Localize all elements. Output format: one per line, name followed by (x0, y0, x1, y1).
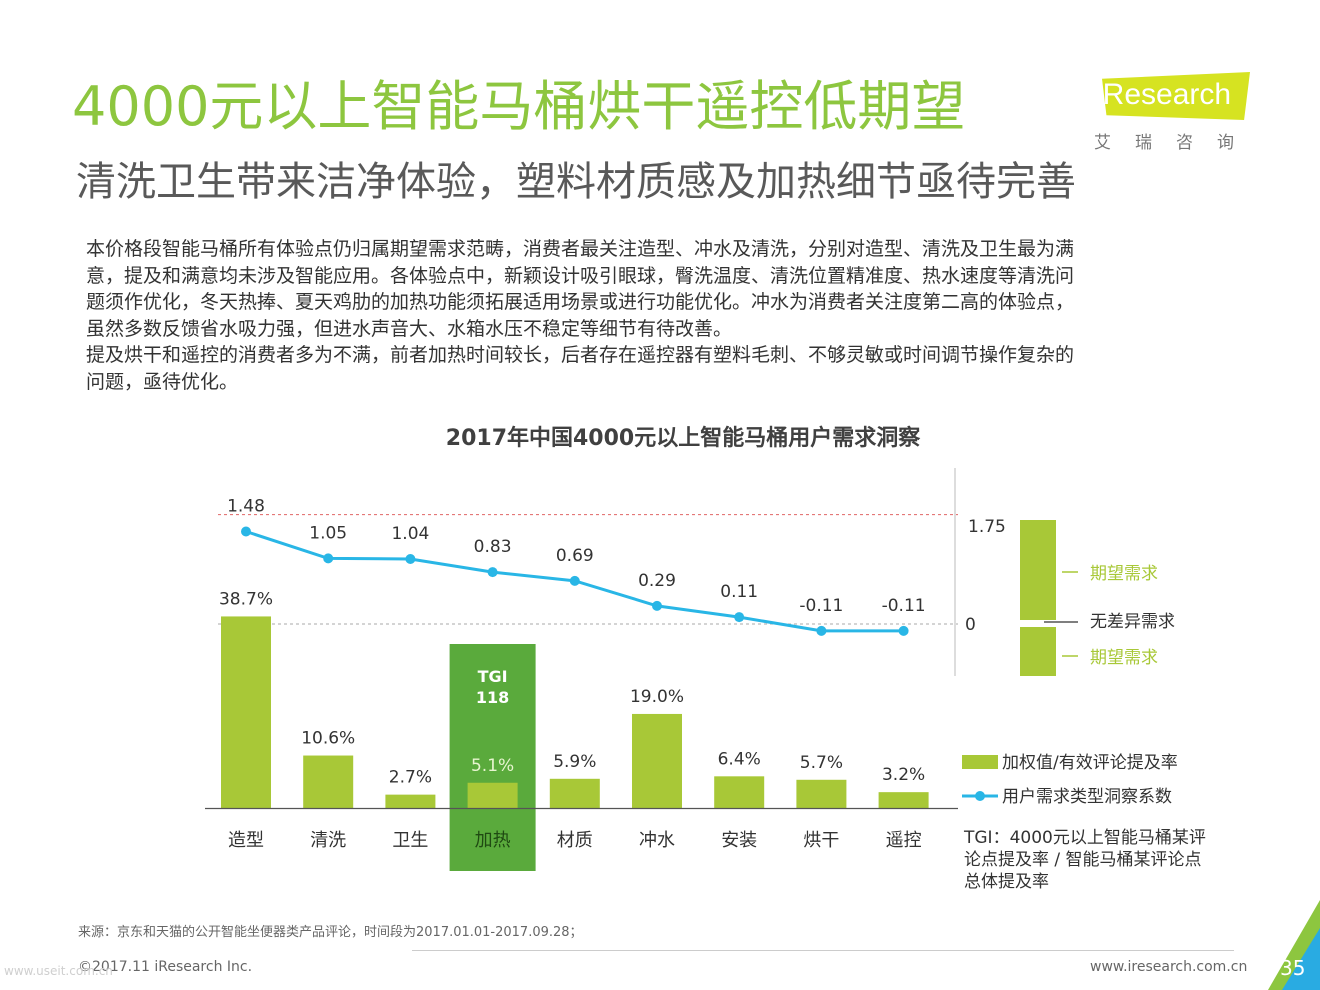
scale-upper-bar (1020, 520, 1056, 620)
coefficient-label: 1.48 (227, 497, 265, 517)
coefficient-point (816, 625, 827, 636)
source-note: 来源：京东和天猫的公开智能坐便器类产品评论，时间段为2017.01.01-201… (78, 925, 583, 940)
coefficient-label: -0.11 (799, 596, 843, 616)
logo-band-shape (1102, 72, 1250, 120)
coefficient-point (405, 554, 416, 564)
page-number: 35 (1280, 956, 1306, 980)
watermark: www.useit.com.cn (4, 964, 113, 978)
bar-4 (549, 778, 600, 808)
category-label: 安装 (721, 830, 757, 851)
category-label: 遥控 (886, 830, 922, 851)
legend-line-marker (975, 791, 985, 801)
bar-value-label: 5.1% (471, 756, 514, 776)
coefficient-label: 0.11 (720, 582, 758, 602)
coefficient-label: 0.69 (556, 546, 594, 566)
page-title: 4000元以上智能马桶烘干遥控低期望 (72, 75, 966, 138)
category-label: 冲水 (639, 830, 675, 851)
legend-bar-label: 加权值/有效评论提及率 (1002, 753, 1178, 773)
coefficient-label: 0.29 (638, 571, 676, 591)
coefficient-label: 0.83 (474, 537, 512, 557)
coefficient-point (734, 612, 745, 623)
logo-cn: 艾瑞咨询 (1094, 133, 1258, 153)
coefficient-point (652, 600, 662, 611)
scale-middle-label: 无差异需求 (1090, 612, 1175, 632)
coefficient-label: 1.04 (391, 524, 429, 544)
bar-value-label: 5.9% (553, 752, 596, 772)
coefficient-label: 1.05 (309, 523, 347, 543)
body-line: 题须作优化，冬天热捧、夏天鸡肋的加热功能须拓展适用场景或进行功能优化。冲水为消费… (86, 291, 1075, 313)
bar-value-label: 6.4% (718, 749, 761, 769)
body-line: 提及烘干和遥控的消费者多为不满，前者加热时间较长，后者存在遥控器有塑料毛刺、不够… (86, 344, 1075, 366)
bar-7 (796, 779, 847, 808)
bar-value-label: 2.7% (389, 768, 432, 788)
bar-8 (878, 792, 929, 808)
category-label: 造型 (228, 830, 264, 851)
iresearch-logo: iResearch 艾瑞咨询 (1090, 70, 1260, 155)
bar-value-label: 3.2% (882, 765, 925, 785)
category-label: 烘干 (803, 830, 839, 851)
logo-brand: iResearch (1096, 78, 1232, 111)
tgi-note-line: 论点提及率 / 智能马桶某评论点 (964, 850, 1202, 870)
body-line: 问题，亟待优化。 (86, 370, 239, 393)
bar-5 (632, 713, 682, 808)
category-label: 清洗 (310, 830, 346, 851)
coefficient-point (898, 625, 909, 636)
scale-top-value: 1.75 (968, 517, 1006, 537)
footer-divider (412, 950, 1234, 951)
category-label: 加热 (475, 830, 511, 851)
scale-zero-value: 0 (965, 615, 976, 635)
copyright: ©2017.11 iResearch Inc. (78, 959, 253, 975)
tgi-label: TGI (478, 667, 508, 686)
category-label: 材质 (557, 830, 593, 851)
bar-0 (221, 616, 271, 808)
bar-3 (467, 782, 518, 808)
legend-bar-swatch (962, 755, 998, 769)
body-line: 意，提及和满意均未涉及智能应用。各体验点中，新颖设计吸引眼球，臀洗温度、清洗位置… (86, 264, 1075, 287)
bar-6 (714, 776, 765, 808)
scale-lower-bar (1020, 627, 1056, 676)
coefficient-point (241, 526, 251, 537)
tgi-note-line: 总体提及率 (964, 872, 1049, 892)
page-subtitle: 清洗卫生带来洁净体验，塑料材质感及加热细节亟待完善 (76, 159, 1076, 205)
bar-value-label: 19.0% (630, 687, 684, 707)
bar-value-label: 38.7% (219, 589, 273, 609)
bar-value-label: 10.6% (301, 729, 355, 749)
body-paragraph: 本价格段智能马桶所有体验点仍归属期望需求范畴，消费者最关注造型、冲水及清洗，分别… (86, 236, 1236, 395)
coefficient-point (487, 567, 498, 578)
coefficient-point (323, 553, 334, 564)
coefficient-point (569, 575, 580, 586)
category-label: 卫生 (392, 830, 428, 851)
bar-2 (385, 794, 436, 808)
corner-decoration (1268, 900, 1320, 990)
bar-value-label: 5.7% (800, 753, 843, 773)
tgi-value: 118 (476, 688, 509, 707)
body-line: 本价格段智能马桶所有体验点仍归属期望需求范畴，消费者最关注造型、冲水及清洗，分别… (86, 238, 1075, 260)
tgi-highlight-column (449, 644, 536, 871)
legend-line-label: 用户需求类型洞察系数 (1002, 787, 1172, 807)
tgi-note-line: TGI：4000元以上智能马桶某评 (963, 828, 1206, 848)
chart-title: 2017年中国4000元以上智能马桶用户需求洞察 (445, 426, 921, 451)
scale-upper-label: 期望需求 (1090, 564, 1158, 584)
website-link[interactable]: www.iresearch.com.cn (1090, 959, 1248, 975)
bar-1 (303, 755, 354, 808)
body-line: 虽然多数反馈省水吸力强，但进水声音大、水箱水压不稳定等细节有待改善。 (86, 317, 733, 340)
coefficient-label: -0.11 (882, 596, 926, 616)
scale-lower-label: 期望需求 (1090, 648, 1158, 668)
